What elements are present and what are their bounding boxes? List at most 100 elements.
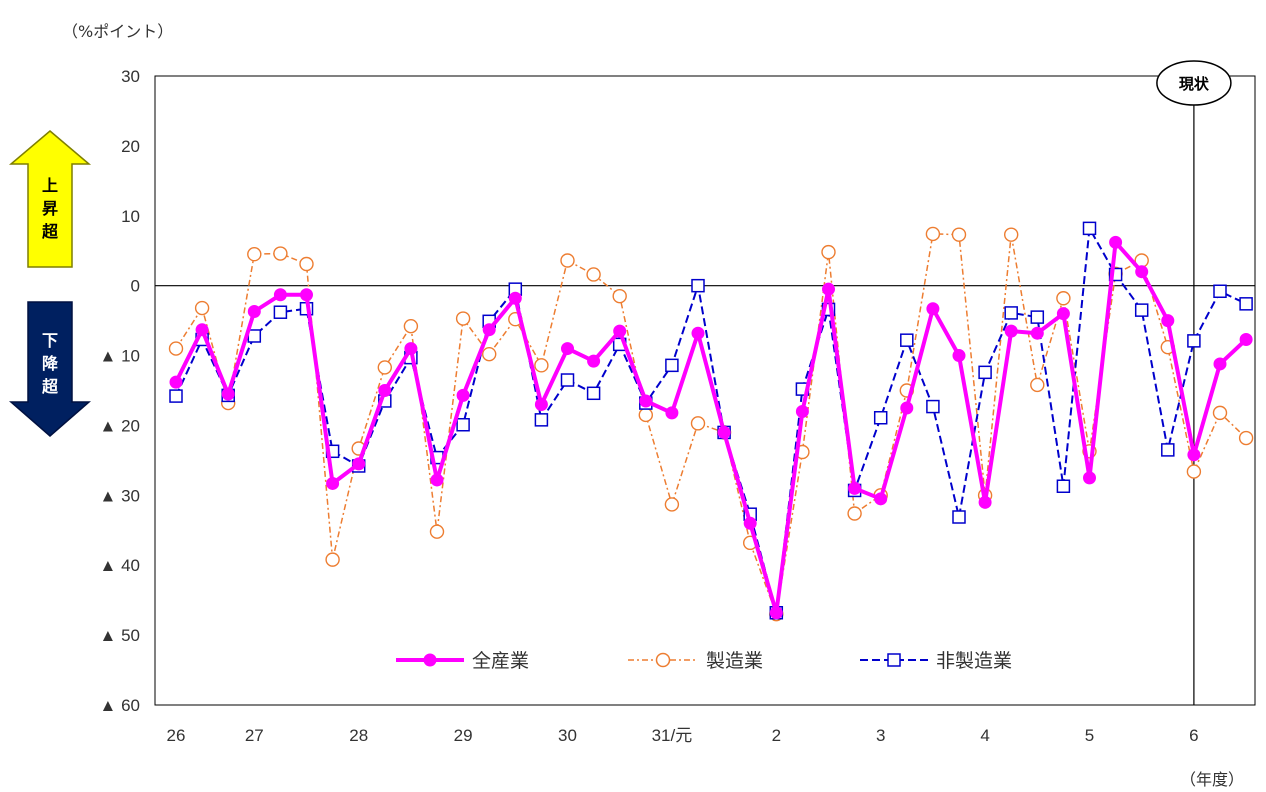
x-tick-label: 30 bbox=[558, 726, 577, 745]
data-point-all-industries bbox=[482, 323, 496, 337]
data-point-manufacturing bbox=[586, 267, 601, 282]
data-point-all-industries bbox=[195, 323, 209, 337]
data-point-non-manufacturing bbox=[247, 329, 262, 343]
data-point-non-manufacturing bbox=[169, 389, 183, 403]
data-point-manufacturing bbox=[455, 311, 471, 326]
x-tick-label: 2 bbox=[772, 726, 781, 745]
data-point-all-industries bbox=[874, 492, 888, 506]
data-point-all-industries bbox=[300, 288, 313, 302]
data-point-all-industries bbox=[404, 342, 418, 356]
data-point-non-manufacturing bbox=[873, 411, 888, 425]
x-tick-label: 27 bbox=[245, 726, 264, 745]
data-point-non-manufacturing bbox=[534, 413, 549, 427]
data-point-non-manufacturing bbox=[1056, 479, 1071, 493]
data-point-non-manufacturing bbox=[978, 365, 992, 380]
data-point-manufacturing bbox=[377, 360, 392, 375]
data-point-manufacturing bbox=[1212, 405, 1228, 421]
data-point-all-industries bbox=[978, 495, 992, 509]
data-point-all-industries bbox=[508, 291, 522, 305]
data-point-all-industries bbox=[587, 354, 601, 368]
data-point-manufacturing bbox=[1004, 227, 1019, 242]
data-point-all-industries bbox=[900, 401, 914, 415]
data-point-manufacturing bbox=[690, 416, 706, 431]
data-point-manufacturing bbox=[821, 244, 836, 260]
data-point-all-industries bbox=[352, 457, 366, 471]
data-point-non-manufacturing bbox=[560, 373, 575, 387]
legend-item-manufacturing: 製造業 bbox=[628, 650, 763, 672]
data-point-manufacturing bbox=[168, 341, 184, 356]
data-point-manufacturing bbox=[273, 246, 288, 261]
down-arrow-label-1: 下 bbox=[42, 331, 58, 350]
legend-item-all-industries: 全産業 bbox=[396, 650, 529, 672]
legend: 全産業 製造業 非製造業 bbox=[396, 650, 1012, 672]
data-point-all-industries bbox=[1135, 265, 1149, 279]
data-point-manufacturing bbox=[429, 524, 445, 539]
data-point-non-manufacturing bbox=[1239, 297, 1253, 311]
data-point-manufacturing bbox=[1056, 291, 1071, 306]
data-point-all-industries bbox=[1161, 314, 1175, 328]
y-tick-label: 0 bbox=[131, 277, 140, 296]
data-point-manufacturing bbox=[194, 300, 210, 316]
data-point-manufacturing bbox=[299, 256, 314, 272]
x-unit-label: （年度） bbox=[1180, 770, 1245, 789]
data-point-all-industries bbox=[1056, 307, 1070, 321]
data-point-manufacturing bbox=[612, 288, 627, 304]
y-tick-label: ▲ 30 bbox=[100, 486, 140, 505]
y-tick-label: 10 bbox=[121, 207, 140, 226]
data-point-non-manufacturing bbox=[273, 305, 288, 319]
data-point-all-industries bbox=[613, 324, 627, 338]
x-tick-label: 31/元 bbox=[652, 726, 693, 745]
data-point-all-industries bbox=[378, 384, 392, 397]
up-arrow-label-2: 昇 bbox=[42, 199, 58, 218]
data-point-manufacturing bbox=[403, 319, 419, 334]
data-point-all-industries bbox=[1004, 324, 1018, 338]
data-point-manufacturing bbox=[1186, 464, 1202, 479]
data-point-all-industries bbox=[795, 404, 809, 418]
data-point-all-industries bbox=[1083, 471, 1096, 485]
data-point-non-manufacturing bbox=[952, 510, 966, 524]
data-point-all-industries bbox=[1213, 357, 1227, 371]
x-tick-label: 28 bbox=[349, 726, 368, 745]
data-point-all-industries bbox=[169, 375, 183, 389]
data-point-all-industries bbox=[1109, 235, 1123, 249]
x-tick-label: 4 bbox=[980, 726, 989, 745]
data-point-manufacturing bbox=[1238, 430, 1254, 446]
data-point-non-manufacturing bbox=[900, 333, 914, 347]
data-point-non-manufacturing bbox=[586, 386, 601, 401]
data-point-manufacturing bbox=[951, 227, 967, 242]
data-point-non-manufacturing bbox=[1134, 303, 1149, 317]
x-tick-label: 6 bbox=[1189, 726, 1198, 745]
data-point-all-industries bbox=[534, 397, 548, 411]
data-point-all-industries bbox=[1030, 326, 1044, 340]
y-tick-label: 30 bbox=[121, 67, 140, 86]
data-point-manufacturing bbox=[638, 407, 653, 423]
y-tick-label: ▲ 40 bbox=[100, 556, 140, 575]
x-tick-label: 3 bbox=[876, 726, 885, 745]
data-point-all-industries bbox=[743, 516, 757, 530]
data-point-all-industries bbox=[1187, 448, 1201, 462]
data-point-non-manufacturing bbox=[665, 358, 679, 373]
y-tick-label: 20 bbox=[121, 137, 140, 156]
x-tick-label: 29 bbox=[454, 726, 473, 745]
status-badge: 現状 bbox=[1156, 60, 1232, 106]
data-point-all-industries bbox=[926, 302, 940, 316]
data-point-all-industries bbox=[769, 606, 783, 620]
data-point-all-industries bbox=[1239, 332, 1253, 346]
legend-item-non-manufacturing: 非製造業 bbox=[860, 650, 1012, 672]
y-tick-label: ▲ 60 bbox=[100, 696, 140, 715]
series-manufacturing bbox=[168, 226, 1254, 622]
data-point-manufacturing bbox=[534, 358, 549, 373]
legend-label-manufacturing: 製造業 bbox=[706, 650, 763, 672]
data-point-manufacturing bbox=[560, 253, 575, 268]
data-point-manufacturing bbox=[925, 226, 941, 242]
data-point-non-manufacturing bbox=[1082, 221, 1097, 236]
series-all-industries bbox=[169, 235, 1253, 620]
data-point-all-industries bbox=[665, 406, 679, 420]
plot-area bbox=[154, 75, 1256, 706]
data-point-all-industries bbox=[326, 476, 340, 490]
legend-label-all-industries: 全産業 bbox=[472, 650, 529, 672]
data-point-non-manufacturing bbox=[1161, 443, 1175, 457]
data-point-manufacturing bbox=[847, 506, 862, 521]
data-point-manufacturing bbox=[325, 552, 340, 567]
